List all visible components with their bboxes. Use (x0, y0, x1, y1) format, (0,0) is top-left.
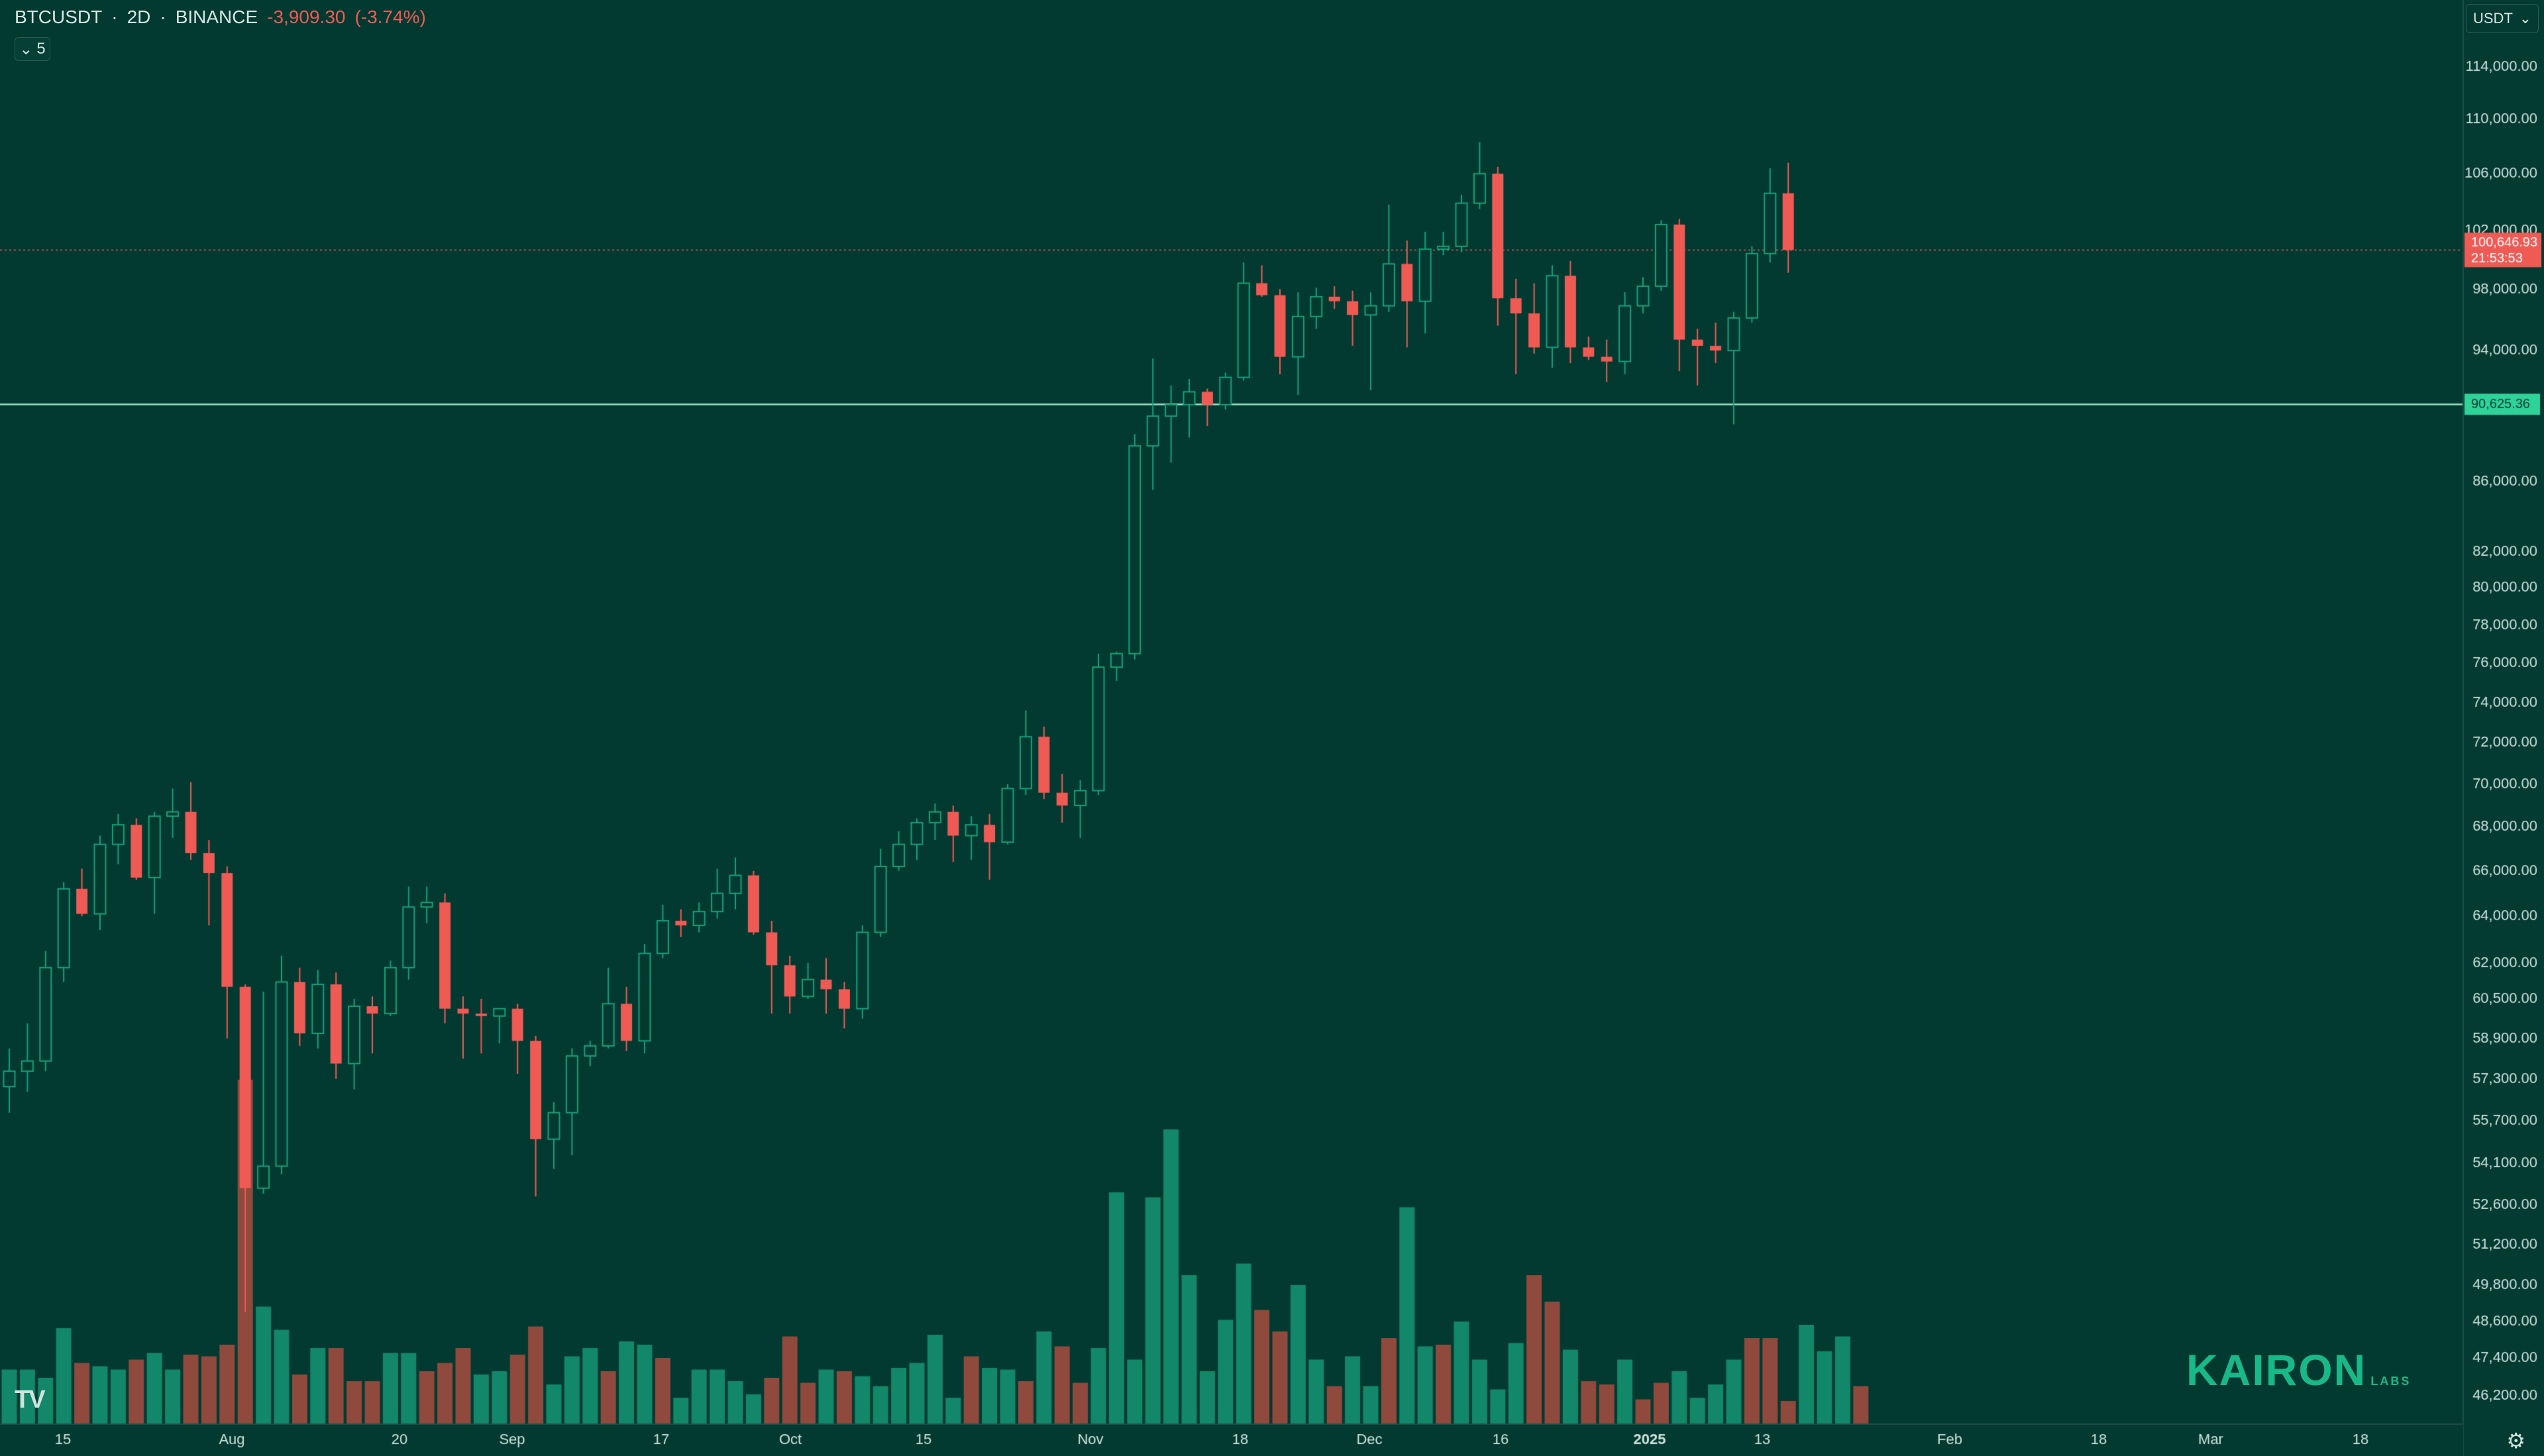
gear-icon[interactable]: ⚙ (2506, 1429, 2525, 1453)
brand-watermark: KAIRON LABS (2186, 1345, 2412, 1394)
chevron-down-icon: ⌄ (2519, 10, 2531, 26)
symbol-header[interactable]: BTCUSDT · 2D · BINANCE -3,909.30 (-3.74%… (15, 7, 426, 27)
currency-selector[interactable]: USDT ⌄ (2466, 4, 2539, 33)
symbol-label: BTCUSDT (15, 7, 103, 27)
price-change: -3,909.30 (267, 7, 346, 27)
exchange-label: BINANCE (175, 7, 258, 27)
indicator-count: 5 (36, 40, 46, 58)
chevron-down-icon: ⌄ (19, 40, 33, 58)
tradingview-logo-icon[interactable]: TV (15, 1386, 46, 1414)
timeframe-label: 2D (127, 7, 151, 27)
price-change-pct: (-3.74%) (354, 7, 426, 27)
currency-label: USDT (2473, 10, 2513, 26)
indicator-toggle[interactable]: ⌄ 5 (15, 37, 50, 61)
